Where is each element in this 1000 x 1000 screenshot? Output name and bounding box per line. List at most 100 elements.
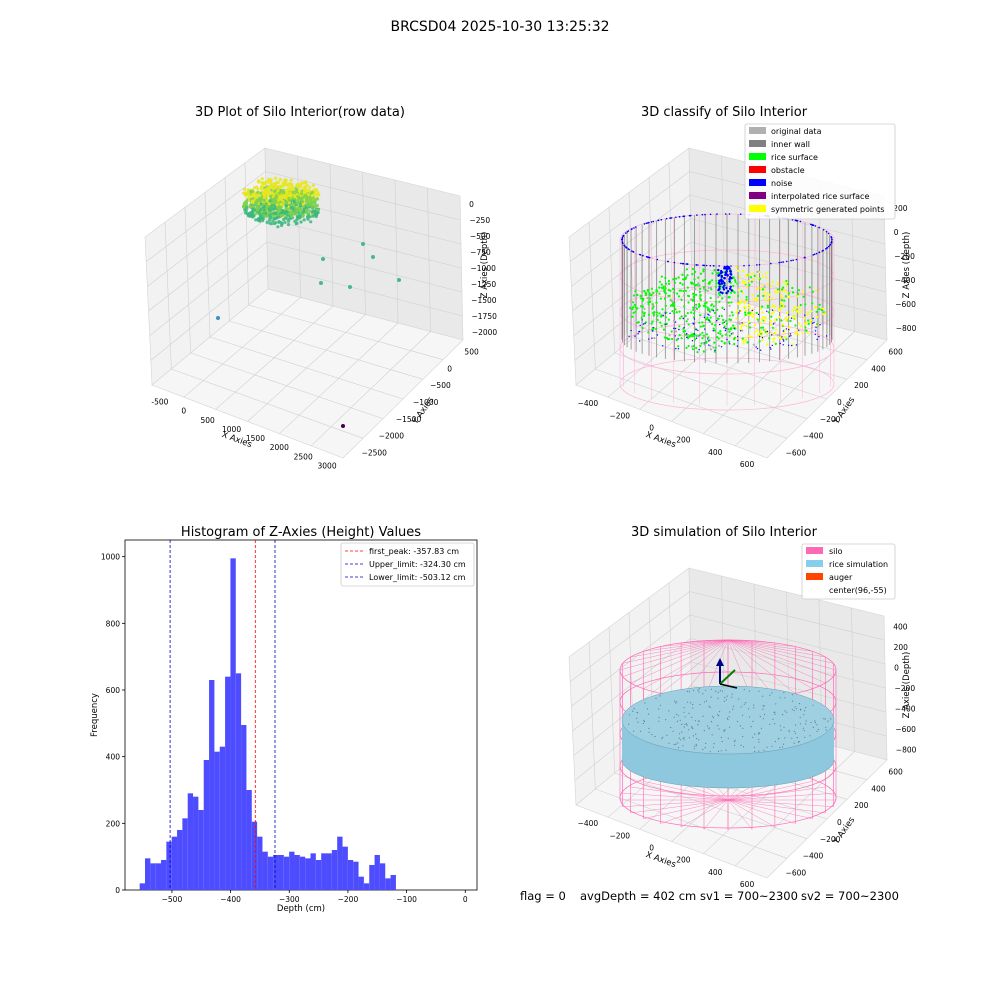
p2-surface-point [766, 306, 770, 309]
p2-surface-point [697, 305, 701, 308]
p1-cluster-point [306, 211, 311, 215]
p2-surface-point [743, 302, 746, 305]
p2-surface-point [741, 337, 744, 340]
p2-surface-point [791, 286, 794, 290]
p2-noise-point [674, 321, 677, 323]
p1-cluster-point [315, 197, 320, 201]
p2-surface-point [709, 280, 712, 283]
p1-z-tick: −250 [470, 216, 491, 225]
histogram-bar [246, 790, 252, 890]
histogram-bar [214, 751, 220, 890]
p2-noise-cluster-point [718, 283, 722, 286]
histogram-bar [161, 860, 167, 890]
p4-silo-floor-strut [727, 793, 834, 801]
histogram-bar [299, 856, 306, 890]
p4-legend-label: rice simulation [829, 560, 888, 569]
p2-noise-point [708, 344, 710, 346]
p4-z-axis-label: Z Axies (Depth) [902, 652, 912, 719]
p2-noise-point [675, 216, 677, 219]
p2-surface-point [754, 299, 757, 302]
p2-surface-point [703, 314, 707, 317]
p4-legend-label: auger [829, 573, 853, 582]
p1-cluster-point [264, 180, 268, 184]
p4-silo-roof-strut [727, 639, 834, 677]
p2-surface-point [763, 291, 766, 294]
p2-surface-point [704, 278, 707, 281]
p2-surface-point [806, 313, 809, 316]
p2-surface-point [641, 299, 645, 302]
p2-surface-point [677, 295, 681, 298]
p1-cluster-point [264, 207, 269, 211]
histogram-y-tick: 200 [106, 819, 121, 828]
p2-surface-point [664, 291, 667, 294]
p2-surface-point [770, 315, 773, 318]
p2-surface-point [728, 296, 731, 299]
p2-surface-point [785, 311, 789, 315]
p2-noise-point [766, 330, 769, 333]
p2-surface-point [802, 290, 805, 293]
p4-rice-texture-point [682, 737, 684, 740]
p2-surface-point [678, 325, 681, 328]
p2-surface-point [759, 329, 762, 332]
p4-rice-texture-point [661, 737, 663, 740]
p2-surface-point [753, 274, 756, 277]
p4-rice-texture-point [762, 718, 764, 720]
p2-surface-point [648, 297, 652, 300]
p2-noise-point [771, 309, 774, 311]
histogram-legend-box [340, 542, 475, 587]
p1-cluster-point [290, 184, 294, 188]
p4-rice-texture-point [674, 700, 676, 702]
p2-surface-point [691, 335, 694, 338]
p1-cluster-point [310, 194, 314, 198]
panel-classify-scene [619, 213, 835, 411]
p2-surface-point [731, 314, 734, 317]
p2-surface-point [687, 344, 690, 348]
p4-rice-texture-point [702, 748, 704, 751]
p2-surface-point [717, 292, 720, 295]
p2-noise-point [670, 217, 673, 219]
p1-cluster-point [260, 177, 264, 181]
p2-surface-point [792, 315, 795, 318]
p4-rice-texture-point [679, 739, 682, 741]
p1-cluster-point [273, 217, 277, 221]
p2-noise-point [756, 264, 758, 266]
p1-cluster-point [262, 199, 266, 203]
p4-rice-texture-point [793, 742, 795, 744]
p2-surface-point [748, 304, 751, 307]
p2-noise-point [811, 224, 814, 226]
p2-surface-point [684, 289, 688, 292]
p4-z-tick: −600 [895, 725, 916, 734]
p1-cluster-point [303, 181, 307, 185]
p2-noise-point [788, 329, 790, 331]
p2-surface-point [742, 339, 745, 342]
p1-cluster-point [300, 196, 304, 200]
p4-rice-texture-point [692, 735, 695, 737]
p4-x-tick: 0 [649, 843, 654, 852]
p2-surface-point [788, 325, 791, 329]
p2-surface-point [680, 337, 683, 340]
p2-surface-point [766, 304, 770, 307]
p1-cluster-point [247, 193, 251, 197]
p2-noise-point [792, 259, 794, 262]
p4-silo-roof-strut [727, 639, 776, 698]
p2-noise-point [641, 319, 643, 321]
p2-surface-point [723, 325, 726, 328]
p2-noise-point [665, 323, 667, 325]
p2-surface-point [675, 311, 678, 314]
p4-rice-texture-point [720, 750, 722, 752]
p2-noise-point [789, 333, 792, 335]
p1-cluster-point [282, 193, 286, 197]
p2-surface-point [805, 322, 808, 325]
histogram-bar [198, 810, 204, 890]
p2-surface-point [815, 310, 818, 313]
p4-rice-texture-point [646, 708, 649, 710]
p2-surface-point [678, 310, 681, 313]
p2-surface-point [693, 309, 696, 312]
histogram-bar [305, 858, 311, 890]
p2-surface-point [751, 272, 754, 275]
p1-y-tick: 500 [464, 347, 479, 356]
p2-surface-point [712, 346, 715, 349]
p4-rice-texture-point [677, 742, 679, 744]
p4-x-axis-label: X Axies [644, 850, 677, 870]
p4-rice-texture-point [791, 737, 793, 740]
